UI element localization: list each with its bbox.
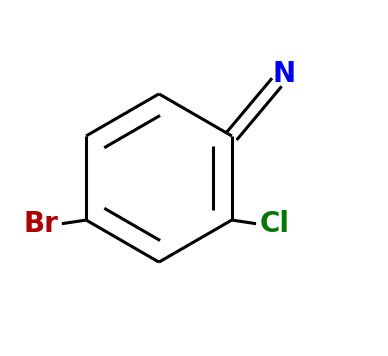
Text: Br: Br bbox=[24, 210, 58, 238]
Text: N: N bbox=[272, 60, 295, 88]
Text: Cl: Cl bbox=[260, 210, 289, 238]
